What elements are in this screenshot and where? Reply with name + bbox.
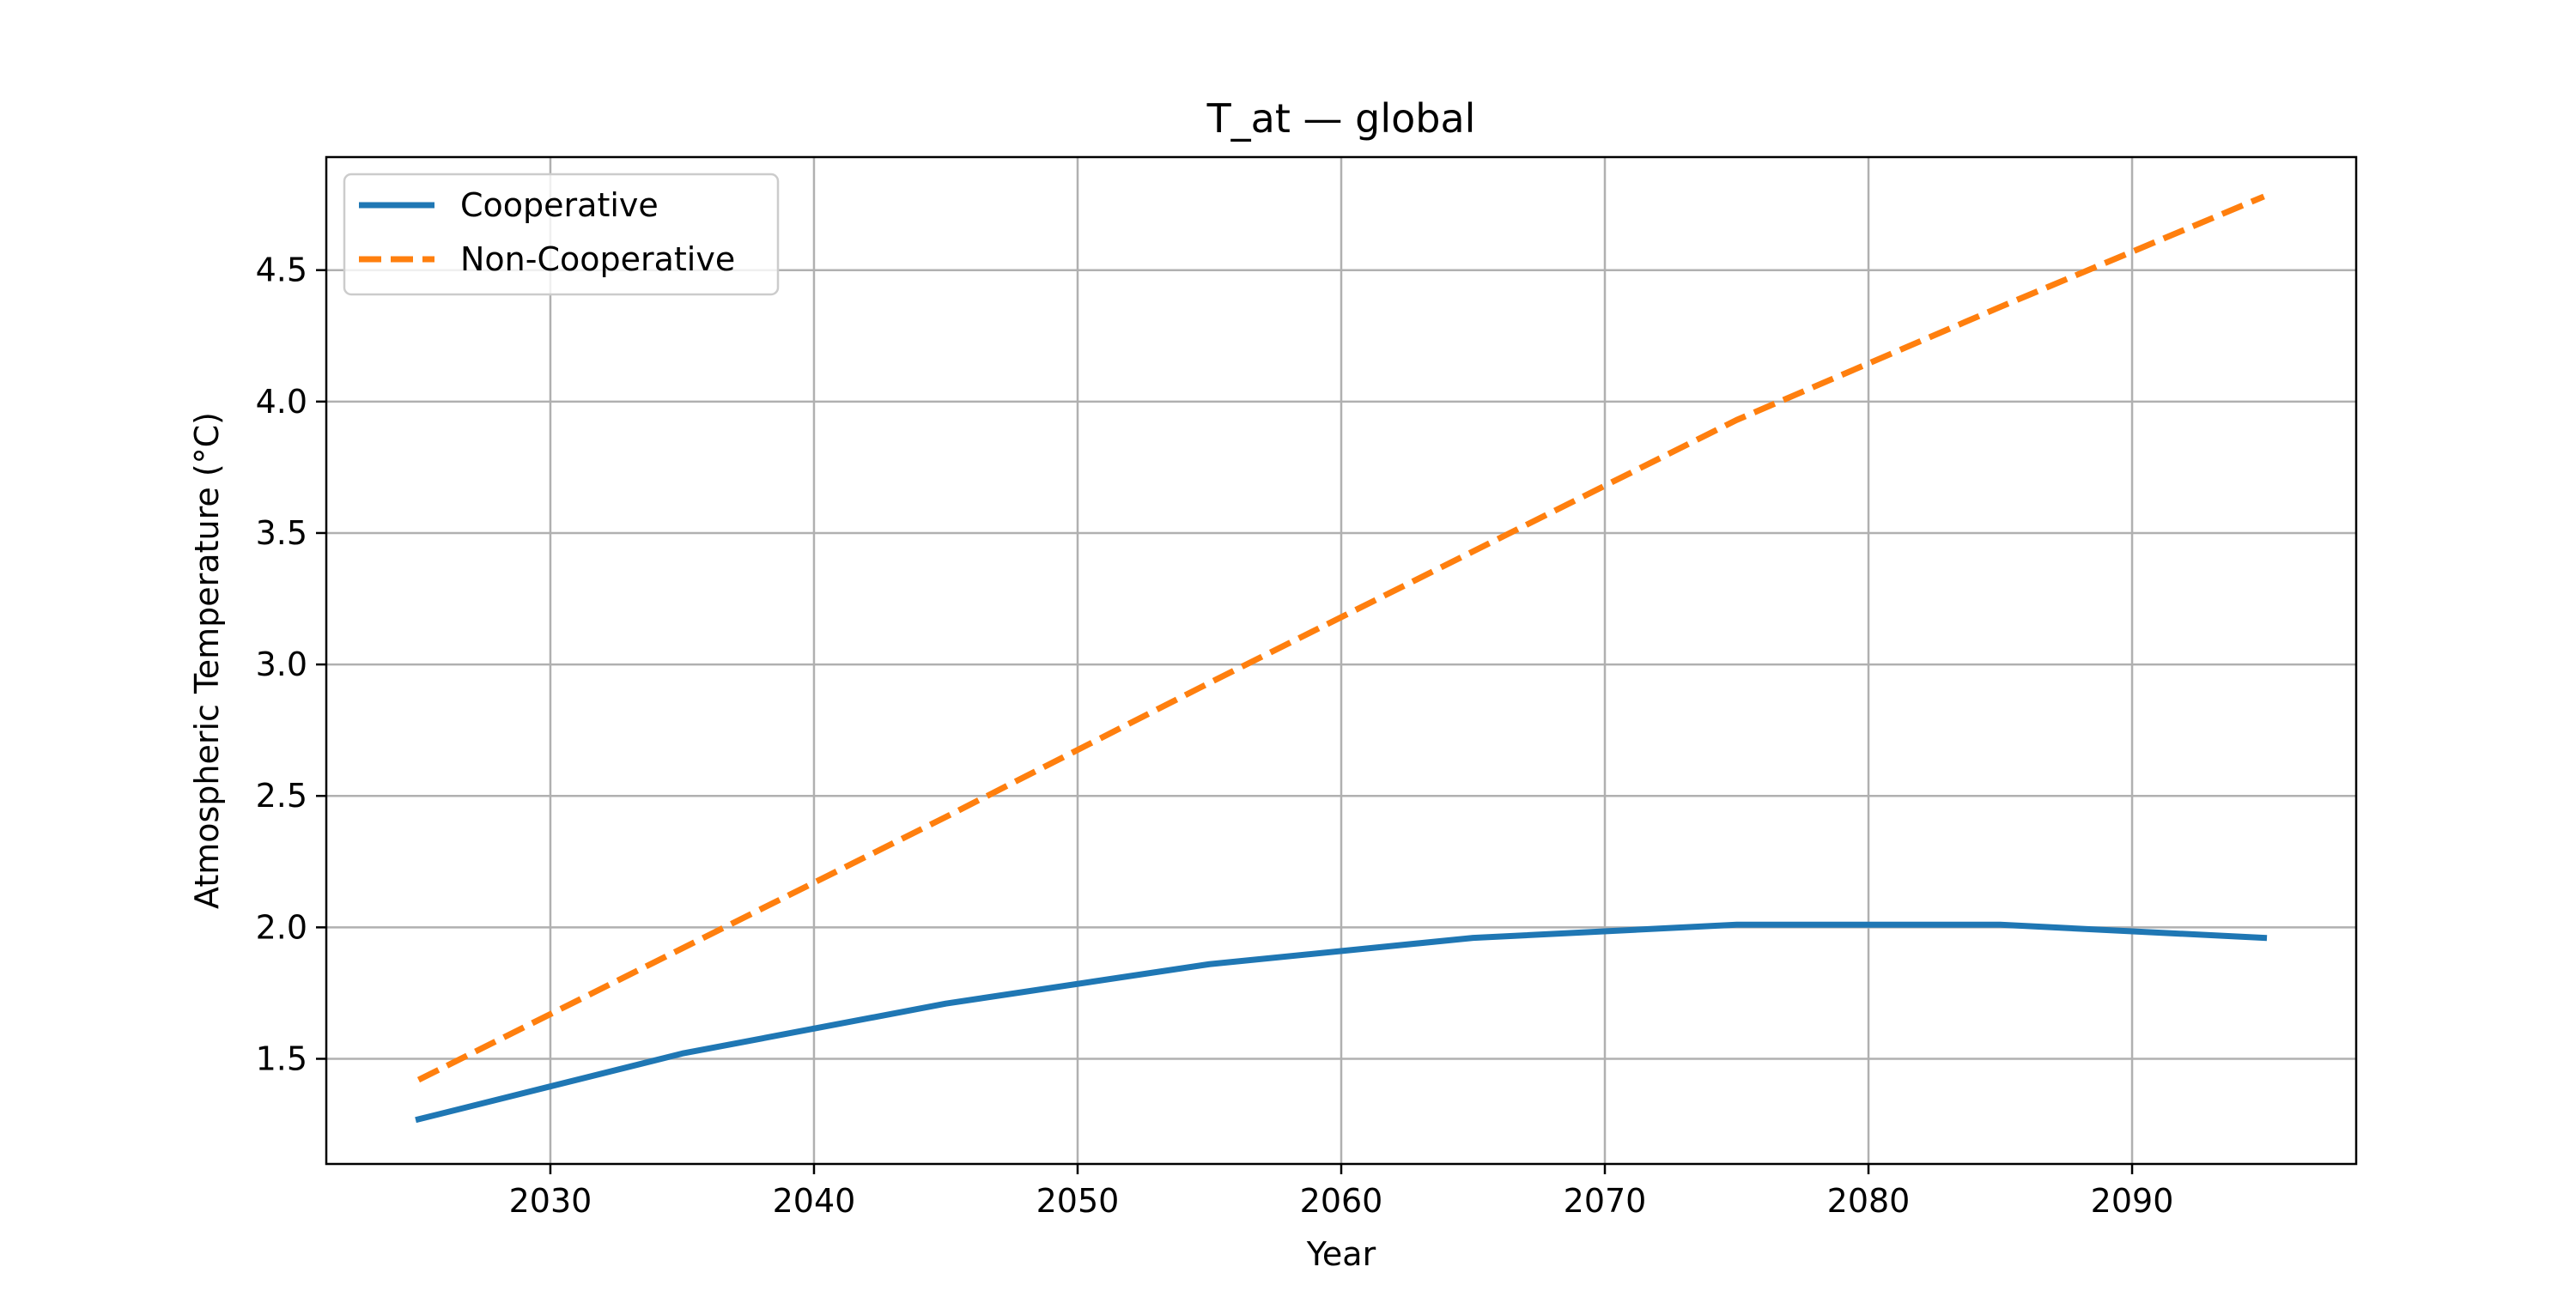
series-line-cooperative [415, 921, 2268, 1124]
y-tick-label: 4.0 [256, 383, 307, 421]
x-tick-label: 2080 [1827, 1182, 1911, 1220]
y-tick-label: 2.5 [256, 777, 307, 815]
series-line-non-cooperative [416, 193, 2265, 1083]
x-tick-label: 2040 [773, 1182, 856, 1220]
y-tick-label: 1.5 [256, 1039, 307, 1077]
chart-title: T_at — global [1206, 95, 1476, 142]
y-tick-label: 2.0 [256, 908, 307, 946]
y-axis-ticks: 1.5 2.0 2.5 3.0 3.5 4.0 4.5 [256, 252, 326, 1077]
legend-label: Cooperative [460, 186, 659, 224]
legend: Cooperative Non-Cooperative [343, 173, 780, 296]
y-tick-label: 4.5 [256, 252, 307, 289]
y-axis-label: Atmospheric Temperature (°C) [188, 412, 226, 909]
x-tick-label: 2060 [1300, 1182, 1383, 1220]
y-tick-label: 3.5 [256, 514, 307, 552]
x-tick-label: 2050 [1036, 1182, 1120, 1220]
x-axis-label: Year [1306, 1235, 1376, 1273]
x-tick-label: 2030 [509, 1182, 592, 1220]
series-lines [415, 193, 2268, 1124]
y-tick-label: 3.0 [256, 646, 307, 683]
legend-label: Non-Cooperative [460, 240, 735, 278]
x-tick-label: 2090 [2091, 1182, 2174, 1220]
x-axis-ticks: 2030 2040 2050 2060 2070 2080 2090 [509, 1164, 2174, 1220]
legend-box [343, 173, 780, 296]
x-tick-label: 2070 [1564, 1182, 1647, 1220]
